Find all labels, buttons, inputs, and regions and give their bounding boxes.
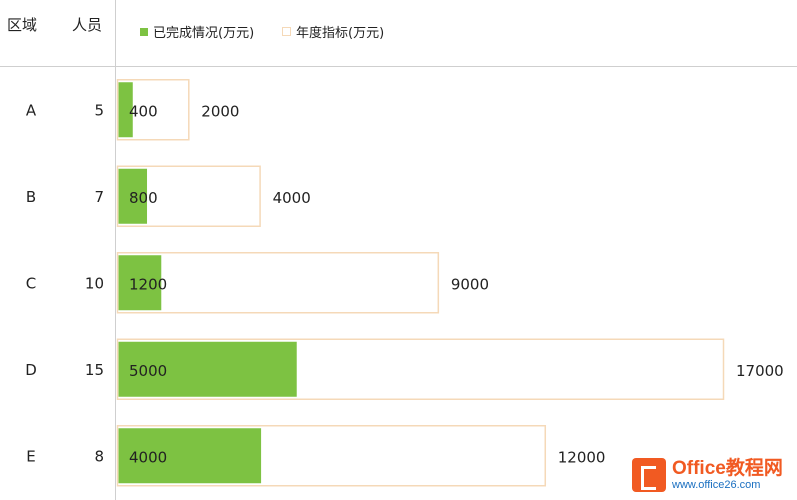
target-value-A: 2000 (201, 102, 239, 120)
completed-bar-A (118, 82, 133, 138)
region-label-B: B (26, 188, 36, 206)
office-logo-icon (632, 458, 666, 492)
region-label-D: D (25, 361, 37, 379)
people-label-C: 10 (85, 274, 104, 292)
completed-bar-D (118, 341, 297, 397)
target-value-E: 12000 (558, 448, 606, 466)
people-column-header: 人员 (72, 16, 103, 34)
completed-value-B: 800 (129, 189, 158, 207)
region-label-A: A (26, 101, 37, 119)
legend-target-swatch (282, 27, 291, 36)
completed-value-E: 4000 (129, 448, 167, 466)
legend-target: 年度指标(万元) (282, 22, 384, 41)
watermark-title: Office教程网 (672, 457, 783, 479)
watermark-url: www.office26.com (672, 479, 761, 492)
people-label-B: 7 (94, 188, 104, 206)
people-label-E: 8 (94, 447, 104, 465)
completed-value-C: 1200 (129, 275, 167, 293)
target-bar-C (116, 252, 440, 314)
legend-completed-label: 已完成情况(万元) (153, 26, 255, 41)
completed-bar-E (118, 428, 262, 484)
completed-value-D: 5000 (129, 362, 167, 380)
people-label-D: 15 (85, 361, 104, 379)
watermark: Office教程网 www.office26.com (632, 450, 797, 500)
legend-target-label: 年度指标(万元) (296, 26, 385, 41)
legend-completed-swatch (140, 27, 148, 36)
legend-completed: 已完成情况(万元) (140, 22, 254, 41)
completed-bar-B (118, 168, 148, 224)
target-value-C: 9000 (451, 275, 489, 293)
people-label-A: 5 (94, 101, 104, 119)
completed-value-A: 400 (129, 102, 158, 120)
completed-bar-C (118, 255, 162, 311)
region-column-header: 区域 (7, 16, 38, 34)
target-value-D: 17000 (736, 362, 784, 380)
region-label-E: E (26, 447, 35, 465)
target-value-B: 4000 (273, 189, 311, 207)
region-label-C: C (26, 274, 36, 292)
